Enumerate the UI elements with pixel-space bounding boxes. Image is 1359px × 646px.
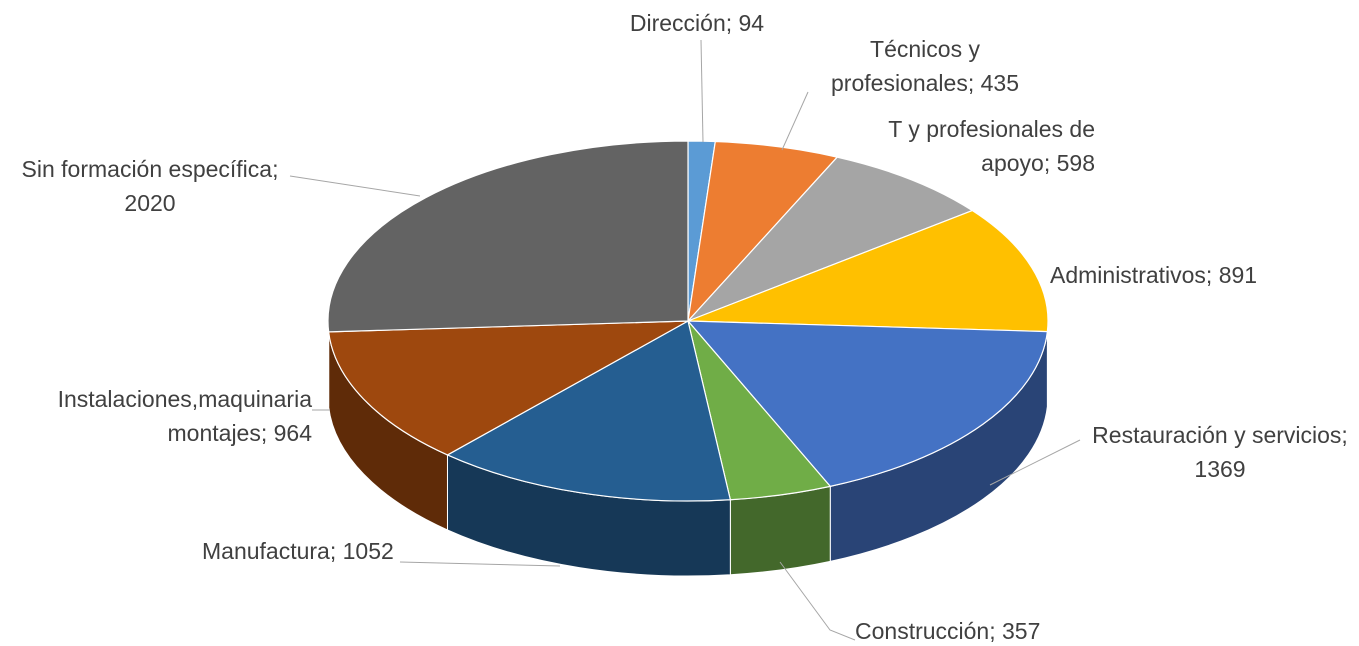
data-label: Administrativos; 891 bbox=[1050, 262, 1258, 288]
slice bbox=[686, 320, 1049, 488]
leader-line bbox=[781, 91, 809, 151]
leader-lines bbox=[289, 39, 1081, 641]
data-label: Restauración y servicios; 1369 bbox=[1092, 422, 1348, 482]
leader-line bbox=[779, 561, 856, 641]
slice bbox=[327, 320, 689, 456]
leader-line bbox=[989, 439, 1081, 486]
slice-side bbox=[729, 485, 831, 576]
slice bbox=[687, 209, 1049, 333]
slice bbox=[687, 156, 974, 322]
pie-tops bbox=[327, 140, 1049, 502]
leader-line bbox=[700, 39, 704, 143]
data-label: T y profesionales de apoyo; 598 bbox=[888, 116, 1095, 176]
slice bbox=[327, 140, 689, 333]
leader-line bbox=[399, 561, 561, 567]
data-label: Técnicos y profesionales; 435 bbox=[831, 36, 1019, 96]
data-label: Sin formación específica; 2020 bbox=[21, 156, 279, 216]
data-label: Instalaciones,maquinaria montajes; 964 bbox=[57, 386, 312, 446]
data-label: Dirección; 94 bbox=[629, 10, 765, 36]
slice bbox=[446, 320, 732, 502]
data-label: Manufactura; 1052 bbox=[202, 538, 394, 564]
data-label: Construcción; 357 bbox=[855, 618, 1041, 644]
leader-line bbox=[289, 175, 421, 197]
